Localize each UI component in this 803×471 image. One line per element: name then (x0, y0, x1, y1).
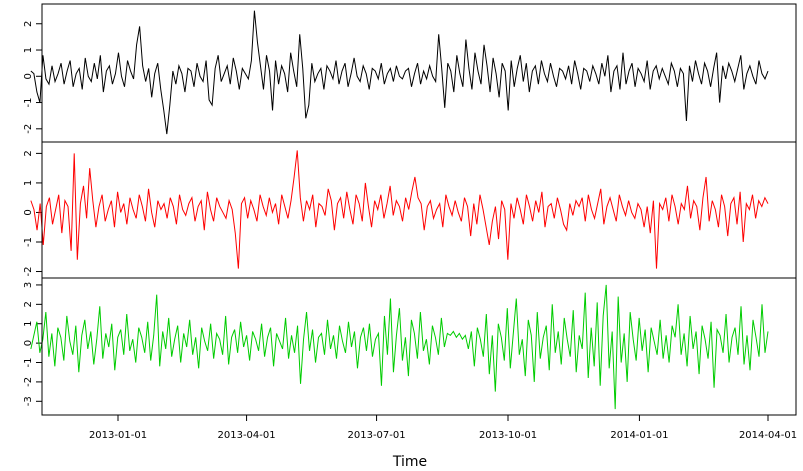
x-tick-label: 2013-04-01 (218, 430, 276, 441)
y-tick-label: -1 (23, 98, 34, 108)
panel-green-series: -3 -2 -1 0 1 2 3 (23, 282, 769, 410)
x-axis-title: Time (392, 454, 427, 470)
y-tick-label: -2 (23, 377, 34, 387)
y-tick-label: -3 (23, 396, 34, 406)
panel-black-series: -2 -1 0 1 2 (23, 10, 769, 135)
y-tick-label: 0 (23, 73, 34, 79)
panel-red-series: -2 -1 0 1 2 (23, 150, 769, 277)
x-tick-label: 2013-07-01 (348, 430, 406, 441)
x-axis-ticks: 2013-01-01 2013-04-01 2013-07-01 2013-10-01… (89, 415, 797, 441)
y-tick-label: 2 (23, 301, 34, 307)
y-tick-label: 1 (23, 47, 34, 53)
y-tick-label: -2 (23, 124, 34, 134)
y-tick-label: 3 (23, 282, 34, 288)
y-tick-label: 1 (23, 180, 34, 186)
y-tick-label: -2 (23, 267, 34, 277)
y-tick-label: 2 (23, 21, 34, 27)
y-tick-label: 1 (23, 321, 34, 327)
y-tick-label: 0 (23, 209, 34, 215)
panel-black-y-axis: -2 -1 0 1 2 (23, 21, 42, 134)
y-tick-label: 2 (23, 150, 34, 156)
series-line-green (30, 284, 769, 410)
y-tick-label: -1 (23, 237, 34, 247)
series-line-red (30, 150, 769, 269)
x-tick-label: 2014-01-01 (610, 430, 668, 441)
x-tick-label: 2013-10-01 (479, 430, 537, 441)
y-tick-label: 0 (23, 340, 34, 346)
x-tick-label: 2014-04-01 (739, 430, 797, 441)
x-axis: 2013-01-01 2013-04-01 2013-07-01 2013-10-01… (89, 414, 797, 441)
series-line-black (30, 10, 769, 135)
x-tick-label: 2013-01-01 (89, 430, 147, 441)
y-tick-label: -1 (23, 358, 34, 368)
